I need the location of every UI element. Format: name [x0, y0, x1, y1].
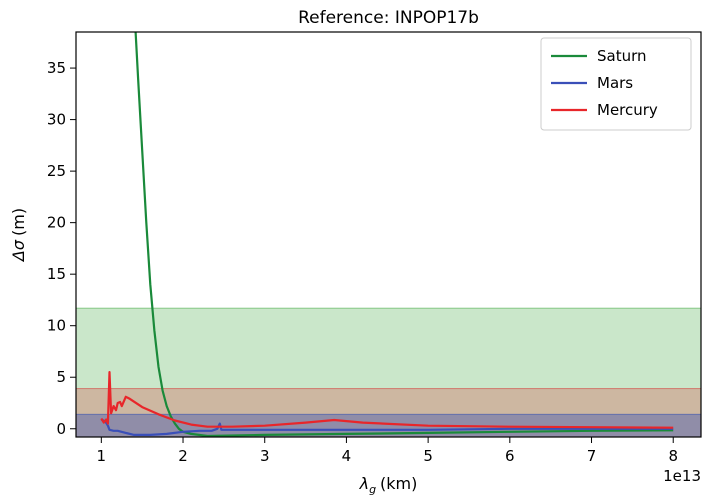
x-tick-label: 5: [423, 447, 433, 465]
x-tick-label: 7: [587, 447, 597, 465]
x-tick-label: 4: [342, 447, 352, 465]
y-tick-label: 25: [47, 162, 66, 180]
x-tick-label: 6: [505, 447, 515, 465]
legend-label-saturn: Saturn: [597, 47, 647, 65]
y-axis-label: Δσ(m): [9, 208, 28, 263]
series-line-mercury: [100, 371, 674, 429]
y-tick-label: 15: [47, 265, 66, 283]
legend: Saturn Mars Mercury: [540, 37, 692, 131]
x-axis-offset-label: 1e13: [663, 467, 701, 485]
series-lines: [100, 32, 674, 437]
series-line-mars: [100, 418, 674, 436]
legend-label-mars: Mars: [597, 74, 633, 92]
y-tick-label: 30: [47, 111, 66, 129]
x-tick-label: 1: [97, 447, 107, 465]
legend-label-mercury: Mercury: [597, 101, 658, 119]
y-tick-label: 20: [47, 214, 66, 232]
series-line-saturn: [134, 32, 674, 437]
plot-area: [75, 31, 702, 438]
legend-box: [540, 37, 692, 131]
y-axis: 0 5 10 15 20 25 30 35: [47, 59, 76, 438]
y-tick-label: 0: [56, 420, 66, 438]
y-tick-label: 5: [56, 368, 66, 386]
x-tick-label: 8: [668, 447, 678, 465]
x-tick-label: 3: [260, 447, 270, 465]
x-tick-label: 2: [178, 447, 188, 465]
chart-title: Reference: INPOP17b: [298, 8, 479, 28]
y-tick-label: 10: [47, 317, 66, 335]
x-axis: 1 2 3 4 5 6 7 8: [97, 437, 678, 465]
x-axis-label: λg (km): [359, 474, 418, 496]
y-tick-label: 35: [47, 59, 66, 77]
band-0: [76, 307, 701, 437]
